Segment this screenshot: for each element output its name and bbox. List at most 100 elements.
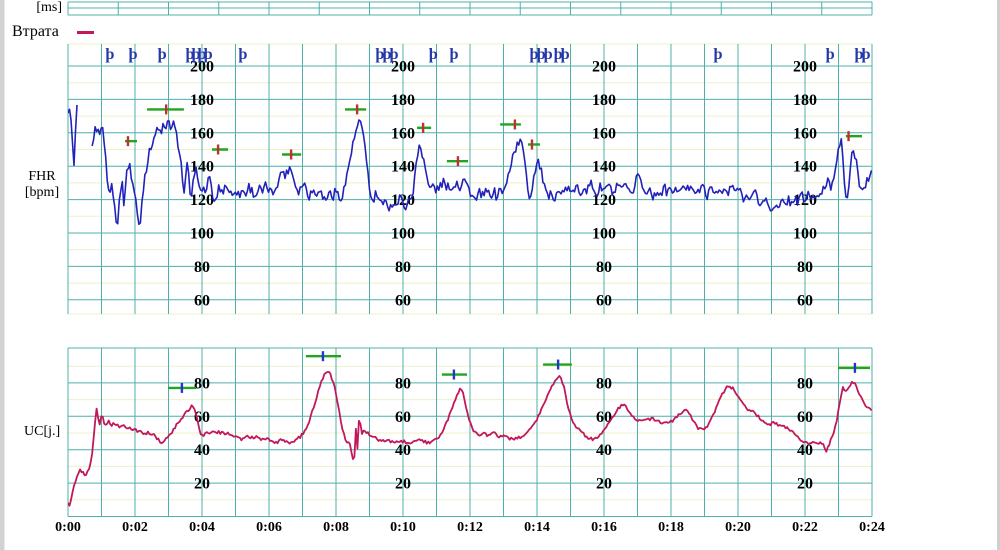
fhr-ytick-label: 60 — [797, 292, 813, 309]
event-marker-icon: þ — [862, 46, 871, 63]
fhr-ytick-label: 160 — [793, 125, 817, 142]
event-marker-icon: þ — [544, 46, 553, 63]
uc-ytick-label: 40 — [395, 442, 411, 459]
event-marker-icon: þ — [185, 46, 194, 63]
time-tick-label: 0:00 — [55, 520, 81, 535]
uc-ytick-label: 20 — [797, 476, 813, 493]
fhr-ytick-label: 180 — [190, 92, 214, 109]
event-marker-icon: þ — [530, 46, 539, 63]
fhr-grid — [67, 43, 873, 315]
fhr-ytick-label: 120 — [190, 192, 214, 209]
fhr-ytick-label: 60 — [194, 292, 210, 309]
event-marker-icon: þ — [375, 46, 384, 63]
uc-annotations — [168, 351, 870, 393]
fhr-ytick-label: 80 — [395, 259, 411, 276]
window-right-border — [997, 0, 1000, 550]
uc-ytick-label: 80 — [596, 375, 612, 392]
uc-ytick-label: 20 — [596, 476, 612, 493]
event-marker-icon: þ — [561, 46, 570, 63]
uc-axis-label: UC[j.] — [24, 424, 61, 439]
time-tick-label: 0:12 — [457, 520, 483, 535]
event-marker-icon: þ — [713, 46, 722, 63]
fhr-ytick-label: 180 — [793, 92, 817, 109]
ms-strip-grid — [67, 1, 873, 16]
fhr-trace-path — [68, 104, 872, 226]
uc-ytick-label: 60 — [596, 409, 612, 426]
event-marker-icon: þ — [429, 46, 438, 63]
event-marker-icon: þ — [129, 46, 138, 63]
fhr-ytick-label: 160 — [592, 125, 616, 142]
fhr-ytick-label: 100 — [190, 226, 214, 243]
uc-ytick-label: 40 — [194, 442, 210, 459]
y-tick-labels: 200 180 160 140 120 100 80 60 80 60 40 20 200 180 160 1… — [190, 59, 817, 493]
uc-ytick-label: 60 — [395, 409, 411, 426]
time-tick-label: 0:18 — [658, 520, 684, 535]
time-tick-label: 0:06 — [256, 520, 282, 535]
legend-line-sample-icon — [77, 31, 94, 34]
event-marker-icon: þ — [537, 46, 546, 63]
fhr-ytick-label: 80 — [194, 259, 210, 276]
fhr-ytick-label: 140 — [793, 159, 817, 176]
fhr-ytick-label: 120 — [592, 192, 616, 209]
time-tick-label: 0:08 — [323, 520, 349, 535]
time-tick-label: 0:24 — [859, 520, 885, 535]
time-tick-label: 0:10 — [390, 520, 416, 535]
fhr-ytick-label: 160 — [391, 125, 415, 142]
ms-unit-label: [ms] — [36, 0, 62, 15]
time-tick-label: 0:14 — [524, 520, 550, 535]
uc-ytick-label: 80 — [194, 375, 210, 392]
fhr-annotations — [124, 104, 862, 167]
fhr-ytick-label: 200 — [190, 59, 214, 76]
time-axis-labels: 0:00 0:02 0:04 0:06 0:08 0:10 0:12 0:14 0:16 0:18… — [55, 520, 885, 535]
fhr-ytick-label: 100 — [592, 226, 616, 243]
uc-trace — [68, 371, 872, 507]
uc-ytick-label: 40 — [797, 442, 813, 459]
event-marker-icon: þ — [382, 46, 391, 63]
legend-series-label: Втрата — [12, 23, 59, 40]
fhr-trace — [68, 104, 872, 226]
event-marker-icon: þ — [449, 46, 458, 63]
event-marker-icon: þ — [826, 46, 835, 63]
fhr-ytick-label: 140 — [190, 159, 214, 176]
panel-left-edge — [0, 0, 5, 550]
time-tick-label: 0:20 — [725, 520, 751, 535]
event-marker-icon: þ — [854, 46, 863, 63]
uc-ytick-label: 20 — [194, 476, 210, 493]
time-tick-label: 0:04 — [189, 520, 215, 535]
fhr-ytick-label: 200 — [793, 59, 817, 76]
fhr-ytick-label: 200 — [391, 59, 415, 76]
fhr-axis-label: FHR [bpm] — [16, 169, 68, 201]
fhr-ytick-label: 100 — [391, 226, 415, 243]
uc-trace-path — [68, 371, 872, 507]
event-marker-icon: þ — [554, 46, 563, 63]
fhr-ytick-label: 160 — [190, 125, 214, 142]
fhr-ytick-label: 180 — [592, 92, 616, 109]
uc-ytick-label: 80 — [395, 375, 411, 392]
time-tick-label: 0:02 — [122, 520, 148, 535]
fhr-ytick-label: 180 — [391, 92, 415, 109]
fhr-ytick-label: 60 — [395, 292, 411, 309]
fhr-ytick-label: 100 — [793, 226, 817, 243]
time-tick-label: 0:16 — [591, 520, 617, 535]
fhr-ytick-label: 80 — [797, 259, 813, 276]
uc-ytick-label: 40 — [596, 442, 612, 459]
fhr-ytick-label: 140 — [391, 159, 415, 176]
fhr-ytick-label: 80 — [596, 259, 612, 276]
uc-ytick-label: 80 — [797, 375, 813, 392]
event-marker-icon: þ — [158, 46, 167, 63]
fhr-axis-label-line2: [bpm] — [24, 185, 60, 200]
event-marker-icon: þ — [390, 46, 399, 63]
uc-ytick-label: 20 — [395, 476, 411, 493]
fhr-axis-label-line1: FHR — [28, 169, 56, 184]
uc-grid — [67, 347, 873, 517]
time-tick-label: 0:22 — [792, 520, 818, 535]
event-marker-icon: þ — [204, 46, 213, 63]
fhr-ytick-label: 60 — [596, 292, 612, 309]
event-marker-icon: þ — [192, 46, 201, 63]
fhr-ytick-label: 200 — [592, 59, 616, 76]
event-marker-icon: þ — [105, 46, 114, 63]
event-marker-icon: þ — [238, 46, 247, 63]
